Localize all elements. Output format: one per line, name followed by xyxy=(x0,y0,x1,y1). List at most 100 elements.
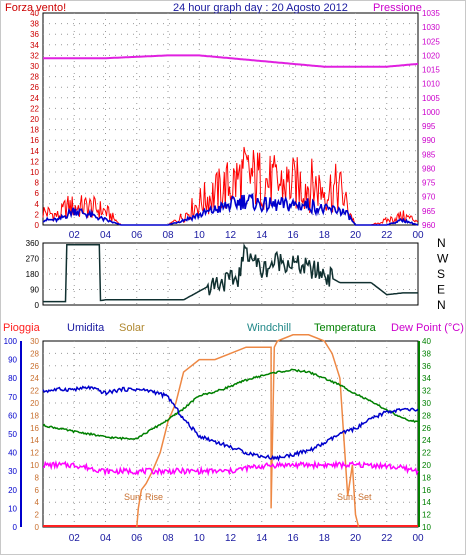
x-tick-label: 02 xyxy=(69,533,81,544)
x-tick-label: 10 xyxy=(194,533,206,544)
compass-label: W xyxy=(437,252,449,266)
y-tick-label: 2 xyxy=(35,210,40,219)
compass-label: E xyxy=(437,283,445,297)
y-tick-label: 36 xyxy=(422,362,431,371)
wind-line xyxy=(42,193,419,226)
y-tick-label: 18 xyxy=(30,126,39,135)
y-tick-label: 34 xyxy=(30,41,39,50)
temperature-right-axis-ticks: 10 12 14 16 18 20 22 24 26 28 30 32 34 36 38 40 xyxy=(422,337,431,532)
x-tick-label: 00 xyxy=(412,533,424,544)
x-tick-label: 22 xyxy=(381,230,393,241)
y-tick-label: 38 xyxy=(30,20,39,29)
y-tick-label: 24 xyxy=(30,94,39,103)
y-tick-label: 18 xyxy=(30,411,39,420)
x-tick-label: 00 xyxy=(412,230,424,241)
humidity-left-axis-ticks: 0 10 20 30 40 50 60 70 80 90 100 xyxy=(4,337,18,532)
y-tick-label: 4 xyxy=(35,200,40,209)
y-tick-label: 60 xyxy=(8,411,17,420)
y-tick-label: 14 xyxy=(30,147,39,156)
y-tick-label: 10 xyxy=(422,523,431,532)
x-tick-label: 14 xyxy=(256,230,268,241)
dewpoint-legend-label: Dew Point (°C) xyxy=(391,322,464,334)
sunset-annotation: Sun: Set xyxy=(337,492,372,502)
x-tick-label: 06 xyxy=(131,230,143,241)
y-tick-label: 50 xyxy=(8,430,17,439)
y-tick-label: 14 xyxy=(30,436,39,445)
solar-legend-label: Solar xyxy=(119,322,145,334)
wind-left-label: Forza vento! xyxy=(5,2,66,14)
y-tick-label: 360 xyxy=(26,239,40,248)
y-tick-label: 0 xyxy=(35,523,40,532)
x-tick-label: 12 xyxy=(225,230,237,241)
solar-line xyxy=(136,334,360,528)
y-tick-label: 20 xyxy=(30,115,39,124)
y-tick-label: 6 xyxy=(35,189,40,198)
x-tick-label: 04 xyxy=(100,533,112,544)
y-tick-label: 8 xyxy=(35,473,40,482)
y-tick-label: 16 xyxy=(422,486,431,495)
y-tick-label: 90 xyxy=(8,356,17,365)
y-tick-label: 975 xyxy=(422,179,436,188)
y-tick-label: 0 xyxy=(13,523,18,532)
temperature-line xyxy=(42,368,419,441)
humidity-legend-label: Umidita xyxy=(67,322,105,334)
x-tick-label: 04 xyxy=(100,230,112,241)
y-tick-label: 995 xyxy=(422,122,436,131)
y-tick-label: 0 xyxy=(35,221,40,230)
y-tick-label: 10 xyxy=(30,461,39,470)
y-tick-label: 1025 xyxy=(422,37,440,46)
y-tick-label: 990 xyxy=(422,136,436,145)
y-tick-label: 960 xyxy=(422,221,436,230)
x-tick-label: 12 xyxy=(225,533,237,544)
rain-legend-label: Pioggia xyxy=(3,322,41,334)
y-tick-label: 14 xyxy=(422,498,431,507)
wind-pressure-grid xyxy=(43,13,418,225)
direction-line xyxy=(43,243,418,303)
y-tick-label: 28 xyxy=(30,73,39,82)
y-tick-label: 10 xyxy=(30,168,39,177)
x-tick-label: 10 xyxy=(194,230,206,241)
y-tick-label: 28 xyxy=(30,349,39,358)
y-tick-label: 1005 xyxy=(422,94,440,103)
y-tick-label: 1030 xyxy=(422,23,440,32)
y-tick-label: 30 xyxy=(30,337,39,346)
y-tick-label: 40 xyxy=(30,9,39,18)
pressure-line xyxy=(43,54,419,68)
temperature-x-axis-ticks: 02 04 06 08 10 12 14 16 18 20 22 00 xyxy=(69,533,424,544)
temperature-series xyxy=(42,334,419,528)
y-tick-label: 1010 xyxy=(422,80,440,89)
y-tick-label: 24 xyxy=(30,374,39,383)
y-tick-label: 28 xyxy=(422,411,431,420)
x-tick-label: 22 xyxy=(381,533,393,544)
temperature-legend-label: Temperatura xyxy=(314,322,377,334)
y-tick-label: 34 xyxy=(422,374,431,383)
y-tick-label: 12 xyxy=(30,157,39,166)
compass-label: N xyxy=(437,298,446,312)
x-tick-label: 16 xyxy=(287,230,299,241)
x-tick-label: 18 xyxy=(319,533,331,544)
y-tick-label: 10 xyxy=(8,504,17,513)
y-tick-label: 40 xyxy=(8,449,17,458)
y-tick-label: 40 xyxy=(422,337,431,346)
y-tick-label: 4 xyxy=(35,498,40,507)
x-tick-label: 16 xyxy=(287,533,299,544)
y-tick-label: 26 xyxy=(30,83,39,92)
y-tick-label: 16 xyxy=(30,424,39,433)
x-tick-label: 14 xyxy=(256,533,268,544)
x-tick-label: 18 xyxy=(319,230,331,241)
y-tick-label: 20 xyxy=(8,486,17,495)
y-tick-label: 965 xyxy=(422,207,436,216)
dewpoint-line xyxy=(42,459,419,477)
y-tick-label: 0 xyxy=(35,301,40,310)
y-tick-label: 180 xyxy=(26,270,40,279)
y-tick-label: 100 xyxy=(4,337,18,346)
y-tick-label: 38 xyxy=(422,349,431,358)
y-tick-label: 8 xyxy=(35,179,40,188)
chart-title: 24 hour graph day : 20 Agosto 2012 xyxy=(173,2,348,14)
y-tick-label: 1000 xyxy=(422,108,440,117)
